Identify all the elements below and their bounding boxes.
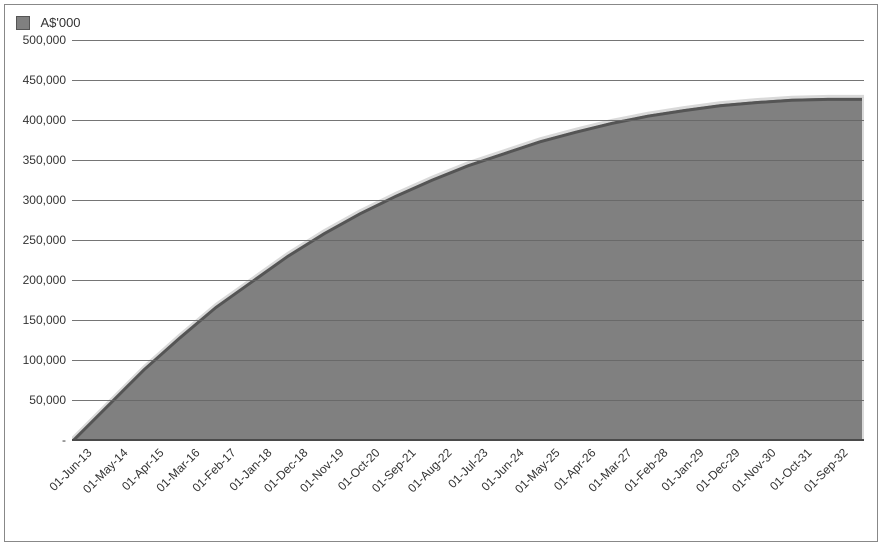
- grid-line: [72, 320, 864, 321]
- y-tick-label: 500,000: [23, 33, 72, 47]
- grid-line: [72, 280, 864, 281]
- y-tick-label: 400,000: [23, 113, 72, 127]
- plot-area: -50,000100,000150,000200,000250,000300,0…: [72, 40, 864, 440]
- y-tick-label: -: [62, 433, 72, 447]
- y-tick-label: 200,000: [23, 273, 72, 287]
- grid-line: [72, 160, 864, 161]
- grid-line: [72, 120, 864, 121]
- y-tick-label: 100,000: [23, 353, 72, 367]
- y-tick-label: 150,000: [23, 313, 72, 327]
- grid-line: [72, 240, 864, 241]
- area-fill: [72, 98, 864, 440]
- grid-line: [72, 80, 864, 81]
- y-tick-label: 50,000: [29, 393, 72, 407]
- legend: A$'000: [16, 14, 81, 32]
- grid-line: [72, 200, 864, 201]
- y-tick-label: 350,000: [23, 153, 72, 167]
- y-tick-label: 300,000: [23, 193, 72, 207]
- y-tick-label: 450,000: [23, 73, 72, 87]
- grid-line: [72, 400, 864, 401]
- grid-line: [72, 40, 864, 41]
- legend-swatch: [16, 16, 30, 30]
- y-tick-label: 250,000: [23, 233, 72, 247]
- x-axis-line: [72, 439, 864, 441]
- legend-label: A$'000: [40, 15, 80, 30]
- grid-line: [72, 360, 864, 361]
